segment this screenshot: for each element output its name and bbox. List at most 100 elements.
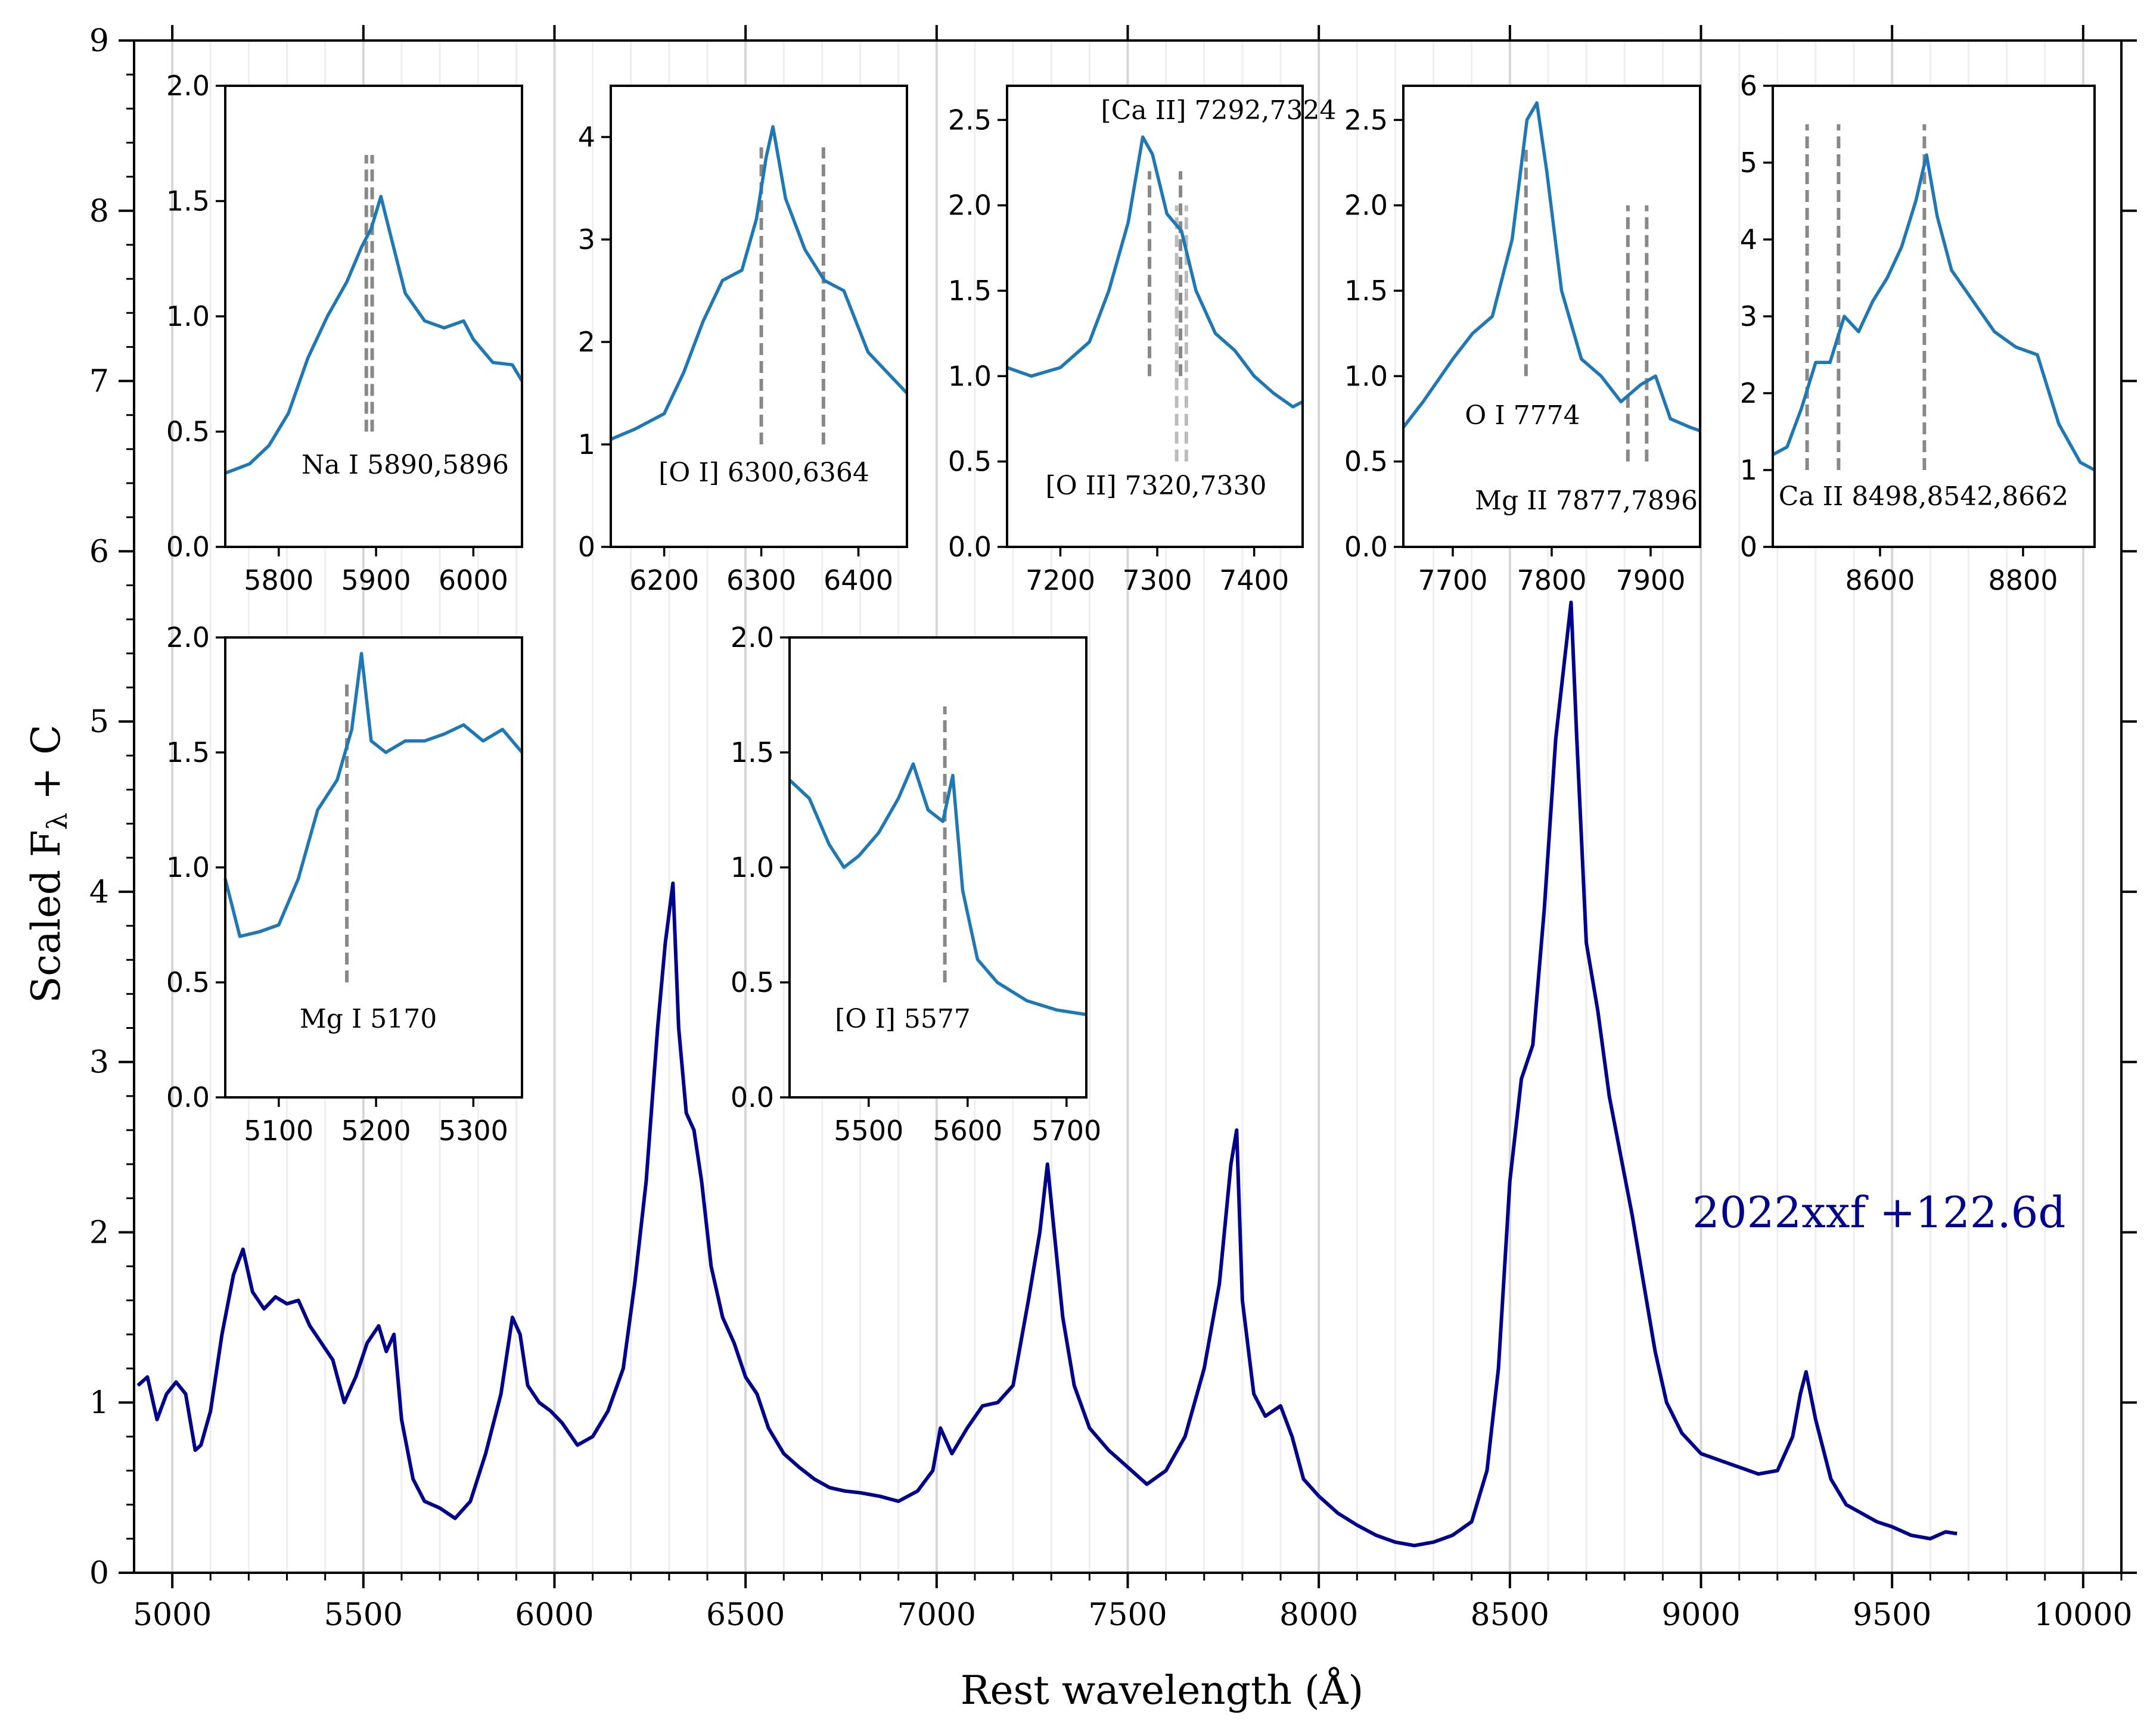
inset-y-tick-label: 0.5 — [731, 966, 774, 998]
inset-y-tick-label: 0.0 — [166, 531, 210, 563]
inset-y-tick-label: 0 — [578, 531, 595, 563]
inset-spectrum-line — [1402, 101, 1701, 433]
inset-x-tick-label: 5700 — [1031, 1115, 1101, 1147]
inset-background — [1403, 86, 1700, 547]
y-tick-label: 6 — [89, 534, 109, 570]
inset-x-tick-label: 5500 — [834, 1115, 903, 1147]
inset-ca-ii-7292: 7200 7300 7400 0.0 0.5 1.0 1.5 2.0 2.5 [Ca II] 72… — [948, 85, 1337, 596]
inset-x-tick-label: 7300 — [1123, 564, 1192, 596]
x-tick-label: 6000 — [515, 1597, 594, 1633]
inset-x-tick-label: 8800 — [1988, 564, 2058, 596]
line-label-secondary: Mg II 7877,7896 — [1475, 486, 1698, 516]
inset-ca-ii-ir: 8600 8800 0 1 2 3 4 5 6 Ca II 8498,8542,8662 — [1740, 70, 2096, 596]
inset-y-tick-label: 2 — [1740, 377, 1757, 409]
inset-y-tick-label: 1.5 — [166, 736, 210, 769]
inset-y-tick-label: 0.0 — [948, 531, 992, 563]
line-label: Na I 5890,5896 — [302, 450, 509, 480]
inset-frame — [610, 85, 908, 548]
inset-mg-i: 5100 5200 5300 0.0 0.5 1.0 1.5 2.0 Mg I 5170 — [166, 621, 524, 1147]
inset-y-tick-label: 1 — [1740, 454, 1757, 486]
inset-y-tick-label: 1.5 — [166, 185, 210, 217]
y-tick-label: 5 — [89, 704, 109, 740]
line-label: [Ca II] 7292,7324 — [1101, 95, 1337, 126]
inset-o-i-7774: 7700 7800 7900 0.0 0.5 1.0 1.5 2.0 2.5 O I 7774 Mg… — [1344, 85, 1701, 596]
inset-y-tick-label: 4 — [1740, 223, 1757, 256]
inset-spectrum-line — [223, 652, 524, 938]
line-label: Mg I 5170 — [300, 1004, 437, 1034]
x-tick-label: 8500 — [1471, 1597, 1549, 1633]
y-tick-label: 8 — [89, 194, 109, 229]
inset-y-tick-label: 0.0 — [166, 1081, 210, 1113]
x-tick-label: 8000 — [1279, 1597, 1358, 1633]
inset-y-tick-label: 5 — [1740, 147, 1757, 179]
inset-x-tick-label: 5300 — [439, 1115, 508, 1147]
inset-y-tick-label: 1.0 — [166, 851, 210, 883]
inset-y-tick-label: 0.0 — [1344, 531, 1388, 563]
inset-frame — [1006, 85, 1304, 548]
inset-y-tick-label: 3 — [578, 223, 595, 256]
inset-y-tick-label: 2.0 — [731, 621, 774, 654]
x-tick-label: 9500 — [1853, 1597, 1931, 1633]
inset-na-i: 5800 5900 6000 0.0 0.5 1.0 1.5 2.0 Na I 5890,589… — [166, 70, 524, 596]
inset-x-tick-label: 6000 — [439, 564, 508, 596]
inset-x-tick-label: 7900 — [1615, 564, 1685, 596]
x-tick-label: 9000 — [1661, 1597, 1740, 1633]
inset-background — [611, 86, 907, 547]
inset-y-tick-label: 0.5 — [948, 446, 992, 478]
inset-y-tick-label: 6 — [1740, 70, 1757, 102]
inset-y-tick-label: 2.5 — [948, 104, 992, 136]
line-label: [O I] 6300,6364 — [658, 458, 869, 488]
inset-background — [790, 637, 1086, 1097]
inset-y-tick-label: 1 — [578, 428, 595, 461]
inset-x-tick-label: 5900 — [341, 564, 411, 596]
y-tick-label: 9 — [89, 23, 109, 59]
inset-y-tick-label: 1.0 — [731, 851, 774, 883]
inset-y-tick-label: 1.5 — [948, 275, 992, 307]
inset-y-tick-label: 2.5 — [1344, 104, 1388, 136]
inset-y-tick-label: 0.5 — [166, 966, 210, 998]
inset-x-tick-label: 5800 — [244, 564, 313, 596]
inset-x-tick-label: 5200 — [341, 1115, 411, 1147]
line-label-secondary: [O II] 7320,7330 — [1045, 471, 1266, 501]
inset-y-tick-label: 3 — [1740, 300, 1757, 332]
line-label: Ca II 8498,8542,8662 — [1779, 481, 2069, 512]
inset-x-tick-label: 7400 — [1219, 564, 1289, 596]
inset-y-tick-label: 1.5 — [1344, 275, 1388, 307]
y-axis-label: Scaled Fλ + C — [23, 724, 73, 1003]
y-tick-label: 0 — [89, 1555, 109, 1591]
inset-x-tick-label: 7700 — [1418, 564, 1487, 596]
inset-y-tick-label: 1.0 — [166, 300, 210, 332]
y-tick-label: 3 — [89, 1045, 109, 1081]
inset-x-tick-label: 6200 — [629, 564, 699, 596]
inset-y-tick-label: 2.0 — [948, 189, 992, 222]
inset-y-tick-label: 2.0 — [166, 621, 210, 654]
x-tick-label: 6500 — [706, 1597, 785, 1633]
inset-y-tick-label: 0.0 — [731, 1081, 774, 1113]
inset-y-tick-label: 4 — [578, 121, 595, 153]
x-tick-label: 10000 — [2034, 1597, 2132, 1633]
line-label: O I 7774 — [1465, 400, 1580, 431]
inset-background — [1773, 86, 2095, 547]
x-axis-label: Rest wavelength (Å) — [961, 1667, 1363, 1713]
y-tick-label: 4 — [89, 875, 109, 910]
x-tick-label: 7500 — [1088, 1597, 1167, 1633]
inset-y-tick-label: 0.5 — [166, 416, 210, 448]
inset-y-tick-label: 1.5 — [731, 736, 774, 769]
y-axis-label-prefix: Scaled F — [23, 830, 69, 1003]
line-label: [O I] 5577 — [835, 1004, 971, 1034]
inset-background — [225, 637, 522, 1097]
spectrum-line — [136, 601, 1958, 1548]
inset-y-tick-label: 2.0 — [166, 70, 210, 102]
inset-y-tick-label: 1.0 — [948, 360, 992, 392]
inset-x-tick-label: 6300 — [726, 564, 796, 596]
inset-y-tick-label: 0 — [1740, 531, 1757, 563]
y-tick-label: 2 — [89, 1215, 109, 1250]
inset-y-tick-label: 2 — [578, 326, 595, 358]
x-tick-label: 5500 — [324, 1597, 403, 1633]
x-tick-label: 5000 — [133, 1597, 212, 1633]
y-tick-label: 1 — [89, 1385, 109, 1421]
inset-spectrum-line — [788, 762, 1087, 1016]
inset-spectrum-line — [610, 125, 908, 441]
inset-y-tick-label: 1.0 — [1344, 360, 1388, 392]
